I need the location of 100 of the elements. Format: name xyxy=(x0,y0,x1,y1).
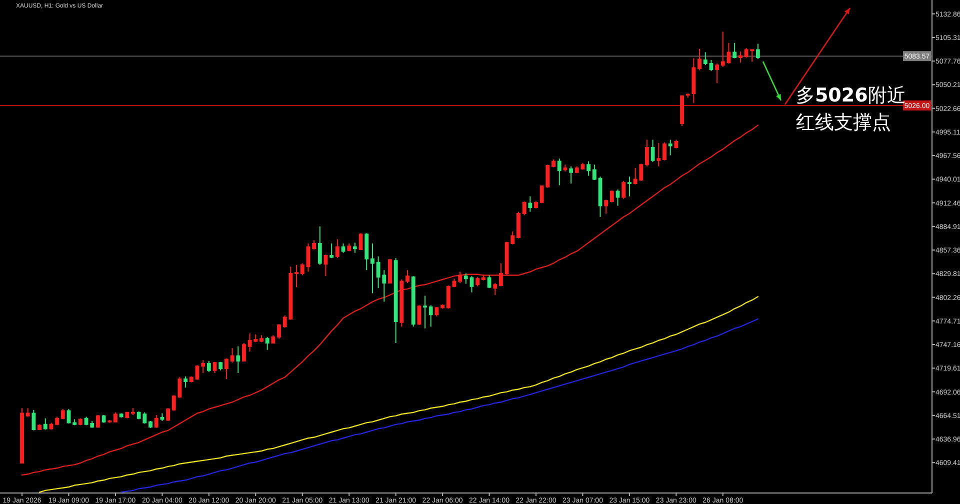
candlestick xyxy=(166,408,170,422)
candlestick xyxy=(370,243,374,294)
candlestick xyxy=(184,376,188,388)
candlestick xyxy=(557,158,562,186)
candlestick xyxy=(534,200,538,209)
candlestick xyxy=(452,278,456,288)
candlestick xyxy=(236,346,240,374)
candlestick xyxy=(446,285,450,310)
candlestick xyxy=(627,176,632,197)
candlestick xyxy=(726,42,731,64)
candlestick xyxy=(692,58,696,104)
candlestick xyxy=(464,273,468,284)
candlestick xyxy=(26,408,30,418)
candlestick xyxy=(732,42,737,59)
candlestick xyxy=(592,164,596,181)
candlestick xyxy=(154,414,158,428)
candlestick xyxy=(586,160,591,176)
candlestick xyxy=(195,364,200,380)
candlestick xyxy=(604,199,608,214)
candlestick xyxy=(306,243,310,272)
candlestick xyxy=(119,412,124,418)
candlestick xyxy=(160,412,164,422)
candlestick xyxy=(148,420,152,428)
candlestick xyxy=(674,139,678,149)
candlestick xyxy=(656,142,661,167)
candlestick xyxy=(230,348,234,364)
candlestick xyxy=(481,274,486,281)
candlestick xyxy=(417,304,422,326)
candlestick xyxy=(178,376,182,398)
candlestick xyxy=(470,276,474,293)
candlestick xyxy=(335,238,340,259)
line-series xyxy=(38,296,759,493)
candlestick xyxy=(125,412,130,419)
candlestick xyxy=(66,408,71,424)
candlestick xyxy=(43,418,48,430)
candlestick xyxy=(720,31,725,68)
candlestick xyxy=(622,180,626,200)
candlestick xyxy=(32,409,36,431)
candlestick xyxy=(703,52,708,66)
candlestick xyxy=(49,422,54,430)
candlestick xyxy=(428,304,433,328)
candlestick xyxy=(522,200,526,216)
candlestick xyxy=(662,142,666,161)
line-series xyxy=(21,124,759,476)
annotation: 多5026附近 xyxy=(796,84,906,106)
candlestick xyxy=(102,414,106,424)
candlestick xyxy=(260,334,264,343)
candlestick xyxy=(400,279,404,328)
candlestick xyxy=(487,274,492,289)
candlestick xyxy=(645,139,649,167)
candlestick xyxy=(528,196,532,212)
candlestick xyxy=(38,424,42,430)
candlestick xyxy=(55,416,60,426)
candlestick xyxy=(610,190,614,203)
candlestick xyxy=(312,240,316,250)
candlestick xyxy=(423,295,427,329)
candlestick xyxy=(300,262,304,276)
candlestick xyxy=(709,60,714,72)
candlestick xyxy=(277,324,281,340)
candlestick xyxy=(364,232,369,271)
candlestick xyxy=(330,243,334,259)
candlestick xyxy=(172,394,176,412)
candlestick xyxy=(750,49,754,62)
candlestick xyxy=(352,242,357,254)
candlestick xyxy=(206,360,211,373)
candlestick xyxy=(434,306,439,317)
candlestick xyxy=(516,211,520,239)
candlestick xyxy=(668,139,672,156)
candlestick xyxy=(90,420,94,428)
candlestick xyxy=(756,43,760,60)
candlestick xyxy=(406,270,410,284)
candlestick xyxy=(84,416,88,426)
candlestick xyxy=(224,358,228,380)
candlestick xyxy=(114,412,118,422)
candlestick xyxy=(738,50,742,64)
line-series xyxy=(120,318,759,493)
candlestick xyxy=(715,62,720,84)
candlestick xyxy=(411,276,416,328)
candlestick xyxy=(458,271,462,284)
candlestick xyxy=(341,243,346,254)
candlestick xyxy=(650,139,655,163)
candlestick xyxy=(108,420,112,424)
candlestick xyxy=(294,264,298,288)
candlestick xyxy=(20,408,24,464)
candlestick xyxy=(598,176,602,218)
candlestick xyxy=(744,48,748,58)
candlestick xyxy=(271,334,276,344)
candlestick xyxy=(616,188,620,206)
candlestick xyxy=(580,162,585,170)
candlestick xyxy=(680,94,684,127)
candlestick xyxy=(358,232,363,250)
candlestick xyxy=(552,158,556,168)
candlestick xyxy=(265,336,270,350)
candlestick xyxy=(394,258,398,344)
candlestick xyxy=(476,276,480,287)
candlestick xyxy=(218,361,223,371)
candlestick xyxy=(440,304,445,310)
candlestick xyxy=(96,414,100,428)
candlestick xyxy=(189,376,194,383)
candlestick xyxy=(324,254,328,277)
